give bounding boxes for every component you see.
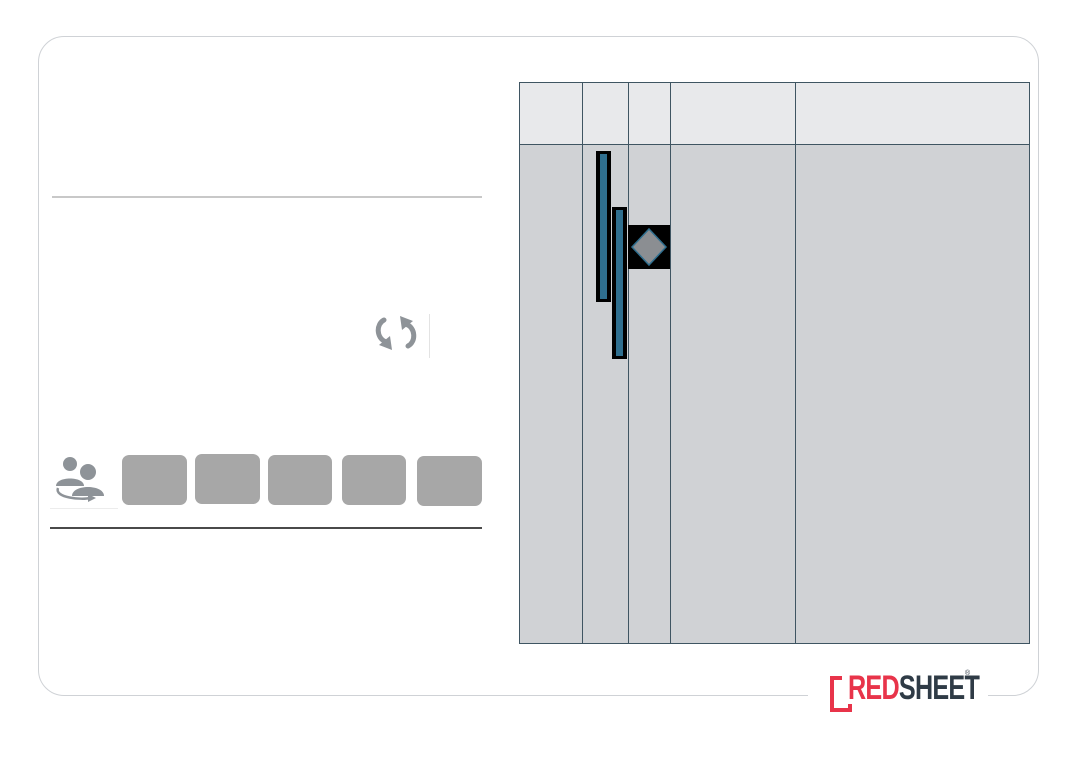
redsheet-logo: REDSHEET ® bbox=[808, 664, 988, 724]
section-divider-top bbox=[52, 196, 482, 198]
gantt-header bbox=[520, 83, 1029, 145]
sync-separator bbox=[429, 314, 430, 358]
toolbar-button-4[interactable] bbox=[342, 455, 406, 505]
gantt-task-bar-fill bbox=[600, 154, 607, 299]
toolbar-button-1[interactable] bbox=[122, 455, 187, 505]
gantt-chart bbox=[519, 82, 1030, 644]
users-underline bbox=[50, 508, 118, 509]
gantt-column-line bbox=[670, 83, 671, 643]
users-icon[interactable] bbox=[52, 452, 108, 504]
gantt-task-bar[interactable] bbox=[612, 207, 627, 359]
gantt-column-line bbox=[582, 83, 583, 643]
gantt-task-bar-fill bbox=[616, 210, 623, 356]
section-divider-bottom bbox=[50, 527, 482, 529]
sync-icon[interactable] bbox=[370, 310, 422, 356]
toolbar-button-5[interactable] bbox=[417, 456, 482, 506]
gantt-column-line bbox=[628, 83, 629, 643]
logo-bracket-icon bbox=[830, 676, 852, 712]
toolbar-button-2[interactable] bbox=[195, 454, 260, 504]
logo-registered-mark: ® bbox=[965, 670, 971, 677]
logo-red-text: RED bbox=[848, 669, 900, 707]
logo-wordmark: REDSHEET bbox=[848, 668, 980, 708]
toolbar-button-3[interactable] bbox=[268, 455, 332, 505]
gantt-column-line bbox=[795, 83, 796, 643]
gantt-task-bar[interactable] bbox=[596, 151, 611, 302]
logo-sheet-text: SHEET bbox=[898, 669, 980, 707]
diamond-milestone-icon[interactable] bbox=[628, 225, 670, 269]
